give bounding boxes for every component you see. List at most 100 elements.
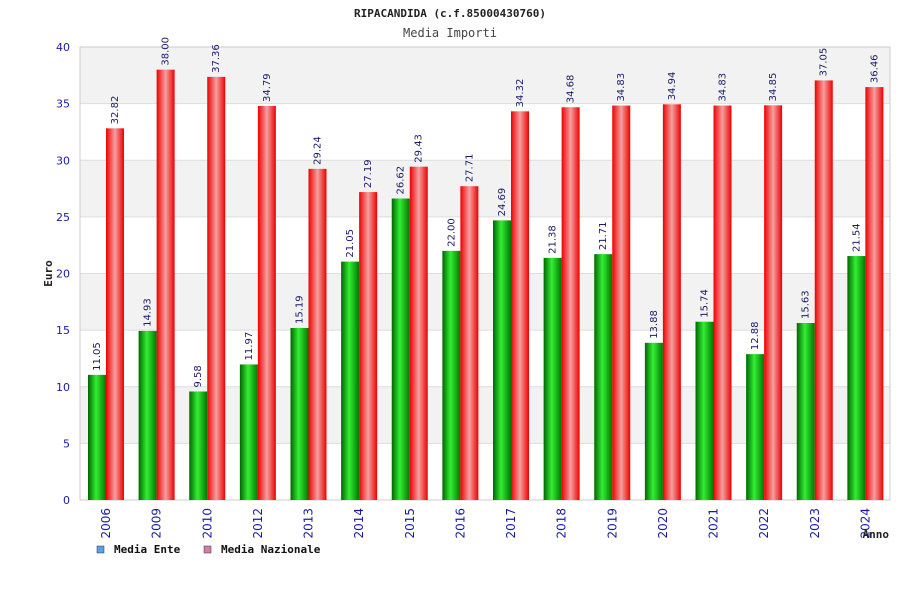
bar-media-ente-2012 [239,364,258,500]
data-label: 34.79 [262,73,273,102]
bar-media-nazionale-2015 [409,166,428,500]
data-label: 27.19 [363,159,374,188]
legend-swatch-media-ente [96,545,105,554]
y-tick-label: 35 [56,98,70,111]
y-axis-label: Euro [42,260,55,287]
bar-media-ente-2009 [138,330,157,500]
bar-media-ente-2020 [644,342,663,500]
bar-media-nazionale-2023 [814,80,833,500]
data-label: 11.05 [92,342,103,371]
x-tick-label: 2016 [453,508,467,539]
bar-media-ente-2021 [695,321,714,500]
data-labels: 11.05 32.82 14.93 38.00 9.58 37.36 11.97 34.79 1… [92,37,880,387]
data-label: 26.62 [396,166,407,195]
data-label: 32.82 [110,96,121,125]
data-label: 38.00 [161,37,172,66]
chart-subtitle: Media Importi [403,26,497,40]
data-label: 22.00 [446,218,457,247]
bar-media-nazionale-2024 [865,87,884,500]
x-axis-label: Anno [863,528,890,541]
bar-media-ente-2014 [341,261,360,500]
bar-media-ente-2024 [847,256,866,500]
bar-media-ente-2023 [796,322,815,500]
data-label: 37.05 [819,48,830,77]
bar-media-nazionale-2013 [308,168,327,500]
x-tick-label: 2015 [403,508,417,539]
y-tick-label: 30 [56,154,70,167]
plot-area [79,46,891,501]
y-tick-label: 15 [56,324,70,337]
bar-media-nazionale-2014 [359,192,378,501]
chart-title: RIPACANDIDA (c.f.85000430760) [354,7,546,20]
data-label: 21.05 [345,229,356,258]
bar-media-nazionale-2022 [764,105,783,500]
x-tick-label: 2021 [707,508,721,539]
x-tick-label: 2006 [99,508,113,539]
bar-media-nazionale-2009 [156,69,175,501]
bar-media-ente-2017 [493,220,511,501]
x-tick-label: 2023 [808,508,822,539]
x-tick-label: 2020 [656,508,670,539]
data-label: 9.58 [193,365,204,387]
data-label: 36.46 [869,54,880,83]
x-tick-label: 2018 [555,508,569,539]
data-label: 29.24 [313,136,324,165]
bar-media-nazionale-2020 [662,104,681,500]
bar-media-ente-2010 [189,391,208,500]
data-label: 21.38 [548,225,559,254]
bar-media-ente-2006 [88,374,106,500]
x-tick-label: 2014 [352,508,366,539]
bar-media-nazionale-2010 [207,76,226,500]
y-tick-label: 40 [56,41,70,54]
bar-media-ente-2013 [290,327,309,500]
data-label: 27.71 [464,154,475,183]
data-label: 12.88 [750,321,761,350]
x-tick-label: 2010 [200,508,214,539]
x-tick-label: 2022 [757,508,771,539]
data-label: 34.83 [616,73,627,102]
data-label: 34.83 [718,73,729,102]
bar-media-ente-2015 [391,198,410,500]
data-label: 21.54 [851,223,862,252]
x-tick-label: 2012 [251,508,265,539]
y-tick-label: 5 [63,437,70,450]
bar-media-nazionale-2012 [257,106,276,501]
bar-media-nazionale-2016 [460,186,479,500]
legend-swatch-media-nazionale [203,545,212,554]
x-axis-ticks: 2006 2009 2010 2012 2013 2014 2015 2016 2017 2018… [99,508,872,539]
bars [88,69,884,501]
data-label: 13.88 [649,310,660,339]
data-label: 21.71 [598,221,609,250]
x-tick-label: 2017 [504,508,518,539]
data-label: 14.93 [143,298,154,327]
bar-media-ente-2018 [543,257,562,500]
data-label: 37.36 [211,44,222,73]
bar-media-nazionale-2018 [561,107,580,501]
bar-media-nazionale-2006 [106,128,124,500]
x-tick-label: 2009 [150,508,164,539]
y-tick-label: 20 [56,268,70,281]
y-tick-label: 0 [63,494,70,507]
legend-label-media-ente: Media Ente [114,543,181,556]
data-label: 34.68 [566,75,577,104]
x-tick-label: 2024 [858,508,872,539]
y-tick-label: 25 [56,211,70,224]
data-label: 34.32 [515,79,526,108]
data-label: 34.85 [768,73,779,102]
data-label: 29.43 [414,134,425,163]
bar-media-nazionale-2019 [612,105,631,501]
y-tick-label: 10 [56,381,70,394]
data-label: 15.63 [801,290,812,319]
legend: Media Ente Media Nazionale [96,543,321,556]
data-label: 24.69 [497,188,508,217]
data-label: 11.97 [244,332,255,361]
bar-media-ente-2016 [442,250,461,500]
data-label: 15.19 [295,295,306,324]
y-axis-ticks: 0 5 10 15 20 25 30 35 40 [56,41,70,507]
bar-media-nazionale-2021 [713,105,732,501]
bar-media-nazionale-2017 [511,111,529,501]
data-label: 15.74 [700,289,711,318]
bar-media-ente-2022 [746,354,765,500]
data-label: 34.94 [667,72,678,101]
